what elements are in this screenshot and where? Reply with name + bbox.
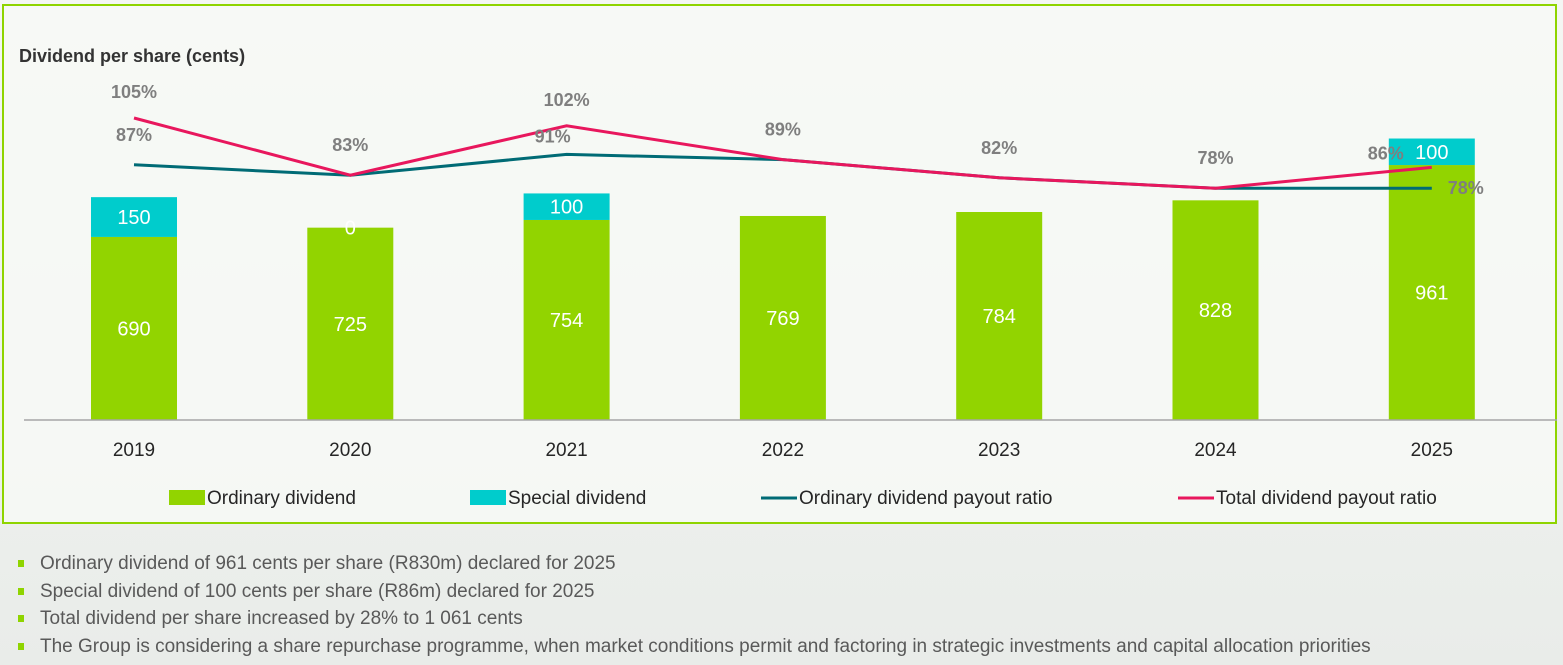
bar-ordinary-2024 (1172, 200, 1259, 420)
label-ordinary-payout-2023: 82% (981, 138, 1017, 158)
label-special-2021: 100 (550, 197, 583, 219)
label-total-payout-2019: 105% (111, 82, 157, 102)
bullet-item: Ordinary dividend of 961 cents per share… (18, 552, 1371, 580)
x-tick-2020: 2020 (329, 440, 371, 461)
x-tick-2023: 2023 (978, 440, 1020, 461)
bar-ordinary-2025 (1388, 165, 1475, 420)
label-ordinary-2020: 725 (334, 314, 367, 336)
chart-panel: Dividend per share (cents) 690 150 2019 725 0… (2, 4, 1557, 524)
bar-ordinary-2023 (956, 212, 1043, 420)
bullet-list: Ordinary dividend of 961 cents per share… (18, 552, 1371, 662)
bar-special-2019 (91, 197, 177, 237)
legend-label-special: Special dividend (508, 488, 646, 509)
label-special-2025: 100 (1415, 142, 1448, 164)
bullet-item: The Group is considering a share repurch… (18, 635, 1371, 663)
x-tick-2019: 2019 (113, 440, 155, 461)
label-special-2020: 0 (345, 218, 356, 240)
label-ordinary-2019: 690 (117, 318, 150, 340)
label-ordinary-2024: 828 (1199, 300, 1232, 322)
label-ordinary-payout-2020: 83% (332, 135, 368, 155)
label-ordinary-2025: 961 (1415, 283, 1448, 305)
legend-label-ordinary: Ordinary dividend (207, 488, 356, 509)
label-ordinary-payout-2025: 78% (1448, 178, 1484, 198)
legend-swatch-ordinary (169, 490, 205, 505)
label-special-2019: 150 (117, 207, 150, 229)
label-ordinary-payout-2024: 78% (1197, 148, 1233, 168)
bar-ordinary-2022 (739, 215, 826, 420)
label-ordinary-payout-2021: 91% (535, 126, 571, 146)
dividend-chart: Dividend per share (cents) 690 150 2019 725 0… (19, 46, 1557, 509)
x-tick-2021: 2021 (545, 440, 587, 461)
bullet-item: Total dividend per share increased by 28… (18, 607, 1371, 635)
bar-special-2025 (1388, 138, 1475, 166)
bullet-item: Special dividend of 100 cents per share … (18, 580, 1371, 608)
label-ordinary-2023: 784 (983, 306, 1016, 328)
label-ordinary-payout-2019: 87% (116, 125, 152, 145)
x-tick-2022: 2022 (762, 440, 804, 461)
legend-label-ordinary-payout: Ordinary dividend payout ratio (799, 488, 1052, 509)
label-total-payout-2025: 86% (1368, 143, 1404, 163)
bar-special-2021 (523, 193, 610, 220)
label-ordinary-payout-2022: 89% (765, 120, 801, 140)
bar-ordinary-2019 (91, 236, 177, 420)
label-ordinary-2021: 754 (550, 310, 583, 332)
label-ordinary-2022: 769 (766, 308, 799, 330)
legend-label-total-payout: Total dividend payout ratio (1216, 488, 1437, 509)
x-tick-2025: 2025 (1411, 440, 1453, 461)
bar-ordinary-2020 (307, 227, 394, 420)
chart-title: Dividend per share (cents) (19, 46, 245, 66)
bar-ordinary-2021 (523, 219, 610, 420)
label-total-payout-2021: 102% (544, 90, 590, 110)
legend-swatch-special (470, 490, 506, 505)
x-tick-2024: 2024 (1194, 440, 1237, 461)
line-total-payout (133, 116, 1432, 190)
